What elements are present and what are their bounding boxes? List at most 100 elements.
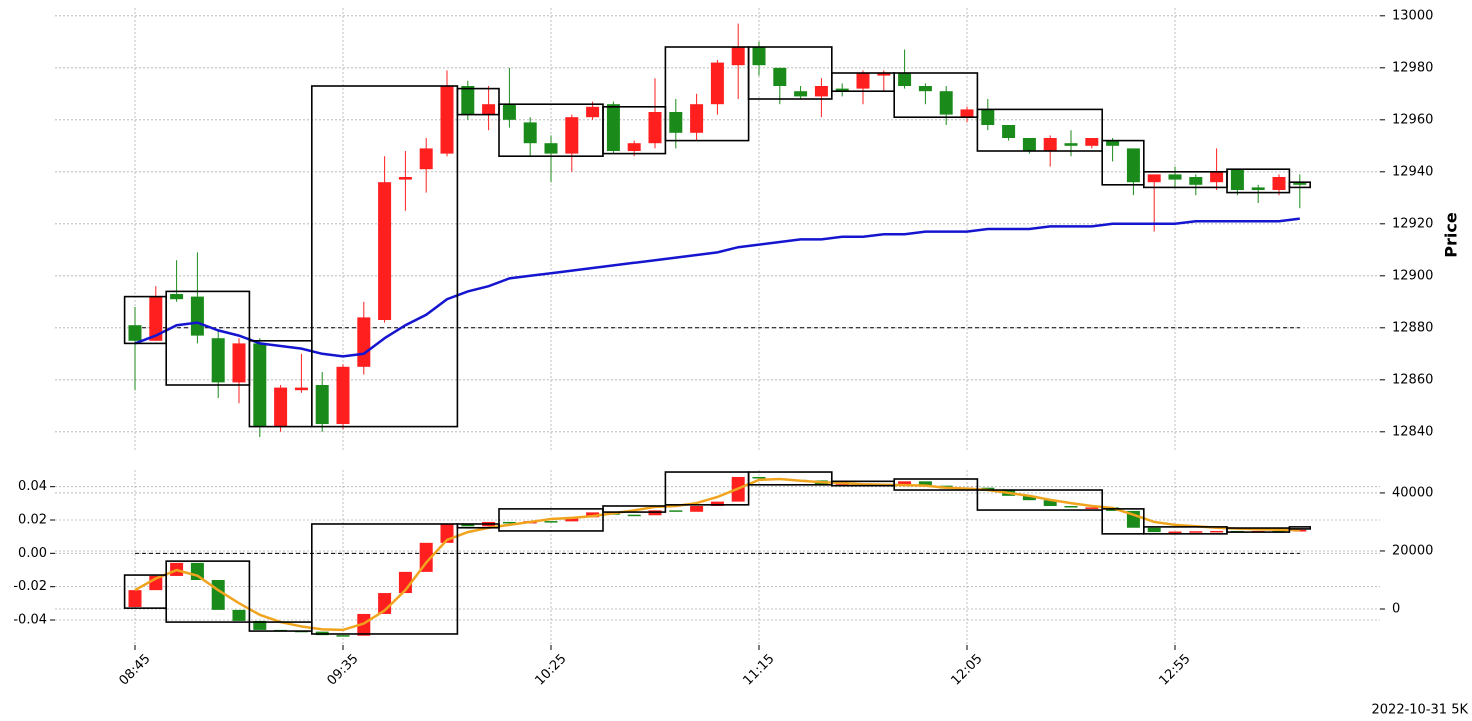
- candle-body: [170, 294, 184, 300]
- candle-body: [232, 343, 246, 383]
- candle-body: [627, 514, 641, 517]
- y-tick-label: 12840: [1392, 424, 1433, 439]
- candle-body: [336, 366, 350, 424]
- candle-body: [627, 143, 641, 151]
- x-tick-label: 10:25: [532, 651, 569, 688]
- candle-body: [253, 620, 267, 630]
- candle-body: [981, 109, 995, 125]
- candle-body: [939, 91, 953, 115]
- y2-tick-label: 20000: [1392, 543, 1433, 558]
- candle-body: [1168, 531, 1182, 534]
- candle-body: [648, 112, 662, 144]
- candle-body: [877, 73, 891, 76]
- candle-body: [315, 385, 329, 424]
- candle-body: [378, 182, 392, 320]
- candle-body: [294, 387, 308, 391]
- candle-body: [1022, 495, 1036, 501]
- y2-tick-label: 40000: [1392, 485, 1433, 500]
- candle-body: [1126, 148, 1140, 183]
- candle-body: [1147, 527, 1161, 533]
- candle-body: [440, 86, 454, 154]
- candle-body: [918, 481, 932, 486]
- candle-body: [544, 521, 558, 523]
- candle-body: [1022, 138, 1036, 151]
- candle-body: [918, 86, 932, 92]
- range-box: [893, 72, 979, 119]
- range-box: [976, 489, 1104, 511]
- y-tick-label: 12920: [1392, 216, 1433, 231]
- range-box: [165, 290, 251, 386]
- candle-body: [814, 86, 828, 97]
- range-box: [893, 478, 979, 491]
- x-tick-label: 09:35: [324, 651, 361, 688]
- range-box: [1226, 527, 1291, 533]
- line-series: [134, 217, 1300, 358]
- y-tick-label: 12900: [1392, 268, 1433, 283]
- candle-body: [1043, 138, 1057, 151]
- candle-body: [773, 67, 787, 86]
- candle-body: [1189, 531, 1203, 533]
- candle-body: [669, 510, 683, 512]
- candle-body: [253, 343, 267, 427]
- y-tick-label: 12860: [1392, 372, 1433, 387]
- candle-body: [960, 109, 974, 118]
- candle-body: [1002, 125, 1016, 138]
- candle-body: [544, 143, 558, 154]
- candle-body: [1272, 177, 1286, 190]
- y-tick-label: 13000: [1392, 8, 1433, 23]
- y-tick-label: 0.02: [18, 513, 47, 528]
- candle-body: [419, 542, 433, 572]
- range-box: [1288, 526, 1312, 530]
- candle-body: [211, 579, 225, 610]
- candle-body: [190, 296, 204, 336]
- candle-body: [461, 523, 475, 527]
- candle-body: [128, 325, 142, 341]
- candle-body: [586, 512, 600, 518]
- candle-body: [211, 338, 225, 383]
- range-box: [1101, 139, 1145, 186]
- candle-body: [586, 106, 600, 118]
- range-box: [310, 85, 459, 428]
- candle-body: [690, 104, 704, 133]
- candle-body: [502, 521, 516, 524]
- y-axis-label: Price: [1442, 212, 1461, 258]
- candle-body: [731, 47, 745, 66]
- y-tick-label: 12940: [1392, 164, 1433, 179]
- candle-body: [794, 91, 808, 97]
- range-box: [602, 505, 667, 513]
- candle-body: [461, 86, 475, 115]
- candle-body: [1251, 187, 1265, 190]
- x-tick-label: 08:45: [116, 651, 153, 688]
- candle-body: [835, 88, 849, 92]
- x-tick-label: 12:05: [948, 651, 985, 688]
- candle-body: [1064, 505, 1078, 508]
- candle-body: [690, 505, 704, 512]
- y-tick-label: 0.04: [18, 479, 47, 494]
- candle-body: [149, 296, 163, 341]
- candle-body: [357, 317, 371, 367]
- candle-body: [1168, 174, 1182, 180]
- range-box: [747, 471, 833, 486]
- candle-body: [710, 501, 724, 506]
- candle-body: [1210, 171, 1224, 183]
- candle-body: [128, 590, 142, 607]
- candle-body: [398, 177, 412, 180]
- y2-tick-label: 0: [1392, 602, 1400, 617]
- range-box: [498, 508, 604, 532]
- candle-body: [1230, 169, 1244, 190]
- candle-body: [1293, 529, 1307, 532]
- y-tick-label: 0.00: [18, 546, 47, 561]
- y-tick-label: -0.04: [13, 613, 47, 628]
- candle-body: [482, 104, 496, 115]
- candle-body: [502, 104, 516, 120]
- range-box: [976, 108, 1104, 152]
- candle-body: [336, 635, 350, 637]
- candle-body: [669, 112, 683, 133]
- candle-body: [606, 104, 620, 151]
- range-box: [310, 523, 459, 635]
- candle-body: [1147, 174, 1161, 183]
- candle-body: [523, 122, 537, 144]
- candle-body: [856, 73, 870, 89]
- x-tick-label: 11:15: [740, 651, 777, 688]
- candle-body: [419, 148, 433, 170]
